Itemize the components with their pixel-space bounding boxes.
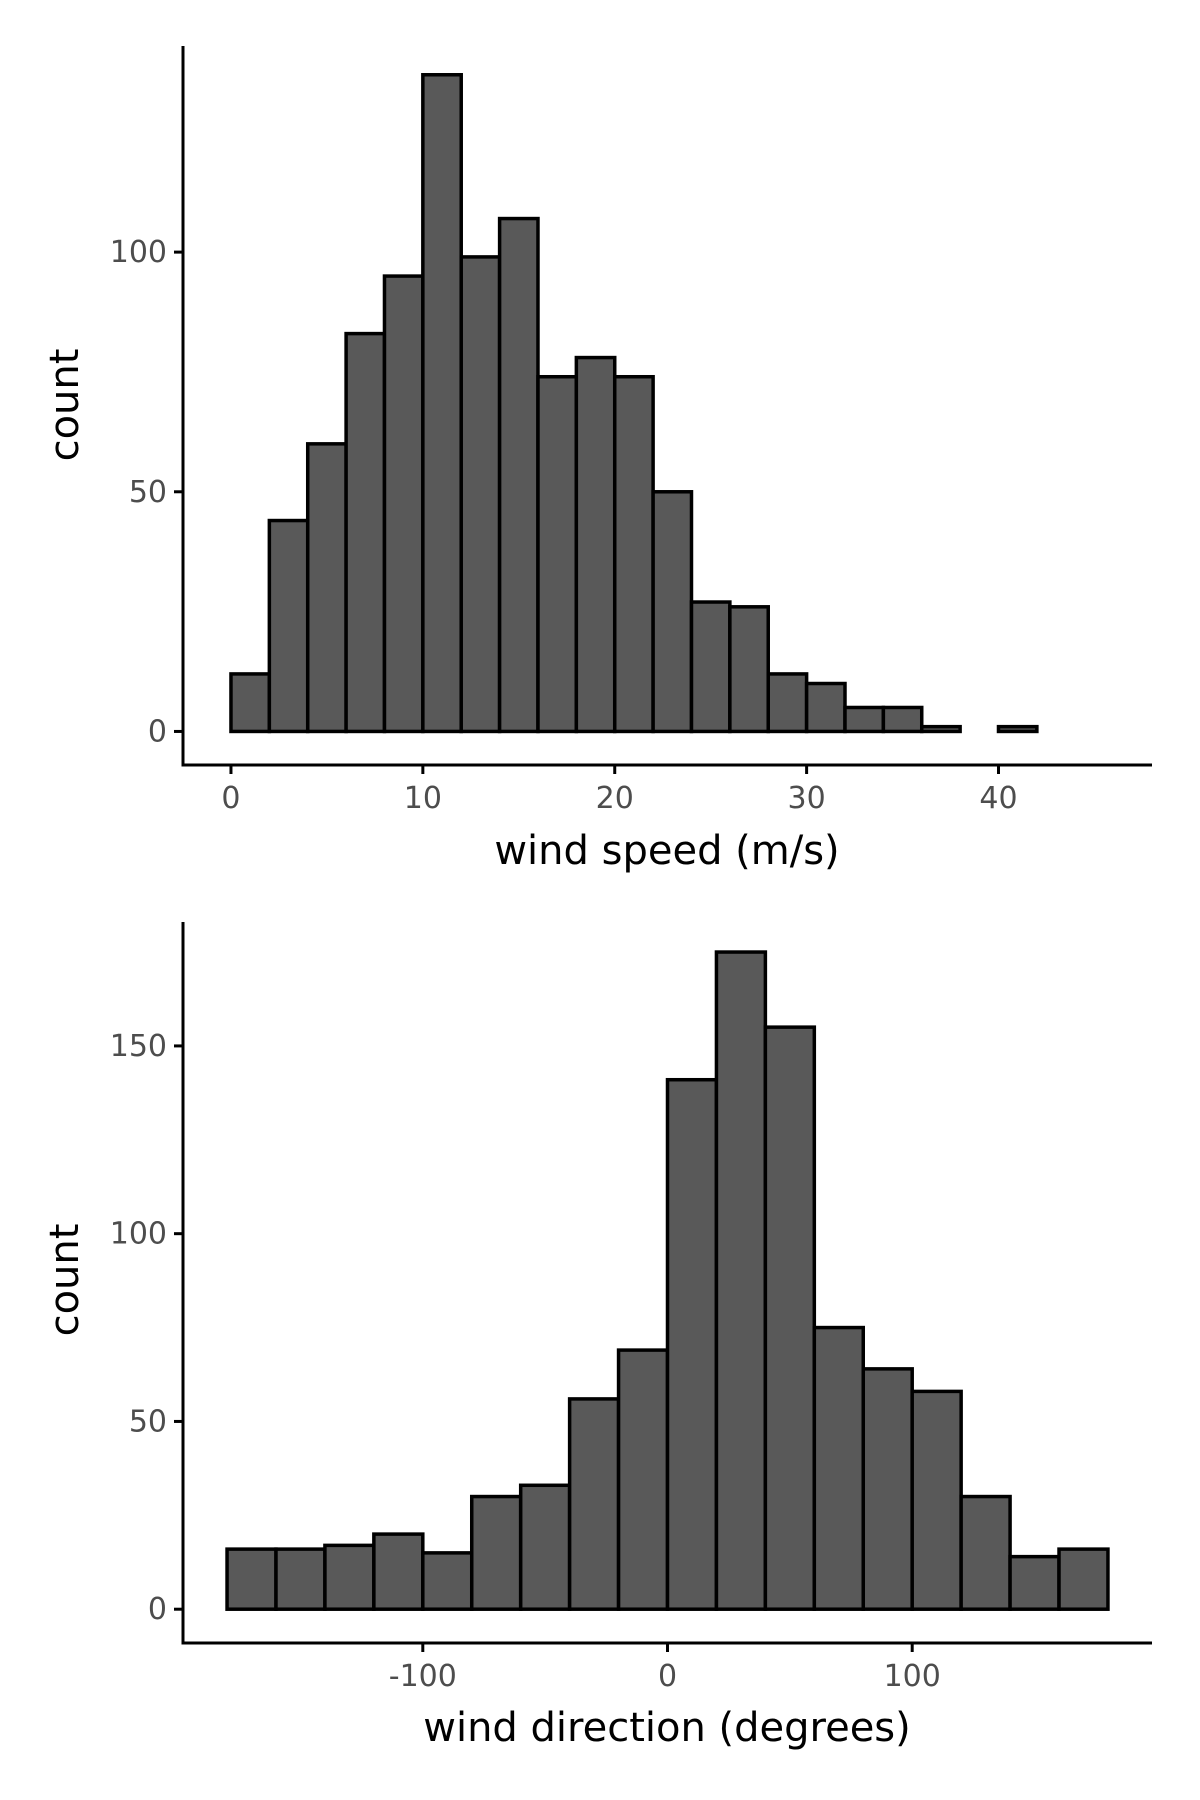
wind-speed-bar: [804, 681, 847, 734]
wind-speed-bars: [229, 73, 1039, 734]
wind-speed-bar: [574, 355, 617, 734]
wind-speed-y-tick-label: 0: [148, 714, 167, 749]
wind-speed-y-tick-label: 100: [110, 235, 167, 270]
wind-direction-bar: [1057, 1547, 1110, 1611]
wind-speed-bar: [651, 490, 694, 734]
wind-speed-bar: [305, 442, 348, 734]
wind-direction-bar: [372, 1532, 425, 1611]
wind-speed-x-tick-label: 30: [788, 781, 826, 816]
wind-direction-y-tick-label: 150: [110, 1029, 167, 1064]
wind-speed-bar: [344, 331, 387, 734]
wind-direction-bar: [959, 1494, 1012, 1611]
wind-direction-histogram: 0 50 100 150 -100 0 100 wind direction (degre…: [42, 922, 1152, 1751]
wind-direction-bar: [518, 1483, 572, 1611]
wind-speed-bar: [881, 705, 924, 734]
wind-direction-y-axis-title: count: [42, 1224, 88, 1337]
wind-direction-bar: [567, 1397, 621, 1611]
wind-direction-bar: [469, 1494, 523, 1611]
wind-direction-x-tick-label: -100: [389, 1659, 457, 1694]
wind-speed-bar: [421, 73, 463, 734]
wind-direction-bar: [274, 1547, 327, 1611]
wind-direction-x-axis-title: wind direction (degrees): [423, 1705, 911, 1751]
wind-speed-y-axis-title: count: [42, 349, 88, 462]
wind-direction-bar: [1008, 1554, 1061, 1611]
wind-speed-bar: [267, 518, 310, 734]
wind-speed-y-tick-label: 50: [129, 475, 167, 510]
wind-direction-bar: [910, 1389, 963, 1611]
wind-speed-bar: [459, 255, 502, 734]
wind-direction-x-ticks: -100 0 100: [389, 1643, 941, 1694]
wind-speed-x-tick-label: 20: [596, 781, 634, 816]
wind-direction-bar: [616, 1348, 670, 1611]
wind-speed-bar: [919, 724, 962, 734]
wind-speed-bar: [382, 274, 425, 734]
wind-speed-x-axis-title: wind speed (m/s): [494, 828, 839, 874]
wind-direction-bar: [763, 1025, 817, 1611]
wind-direction-y-ticks: 0 50 100 150: [110, 1029, 183, 1627]
wind-speed-bar: [497, 216, 540, 734]
wind-speed-bar: [229, 672, 272, 734]
wind-speed-bar: [766, 672, 809, 734]
wind-direction-bars: [225, 950, 1110, 1611]
wind-speed-bar: [689, 600, 732, 734]
wind-direction-bar: [225, 1547, 278, 1611]
wind-direction-bar: [665, 1077, 719, 1611]
wind-speed-x-tick-label: 10: [404, 781, 442, 816]
wind-direction-bar: [323, 1543, 376, 1611]
wind-speed-bar: [996, 724, 1039, 734]
wind-direction-y-tick-label: 100: [110, 1217, 167, 1252]
wind-direction-bar: [812, 1325, 866, 1611]
wind-speed-x-tick-label: 40: [979, 781, 1017, 816]
wind-speed-bar: [728, 605, 770, 734]
wind-speed-bar: [612, 374, 655, 734]
wind-speed-bar: [843, 705, 886, 734]
wind-direction-x-tick-label: 100: [884, 1659, 941, 1694]
wind-direction-bar: [714, 950, 768, 1611]
wind-speed-y-ticks: 0 50 100: [110, 235, 183, 749]
wind-speed-x-tick-label: 0: [221, 781, 240, 816]
wind-direction-y-tick-label: 50: [129, 1404, 167, 1439]
wind-speed-bar: [536, 374, 579, 734]
wind-speed-x-ticks: 0 10 20 30 40: [221, 765, 1018, 816]
wind-direction-x-tick-label: 0: [658, 1659, 677, 1694]
wind-speed-histogram: 0 50 100 0 10 20 30 40 wind speed (m/s) count: [42, 46, 1152, 874]
wind-direction-y-tick-label: 0: [148, 1592, 167, 1627]
wind-direction-bar: [861, 1367, 914, 1611]
wind-direction-bar: [421, 1551, 474, 1611]
